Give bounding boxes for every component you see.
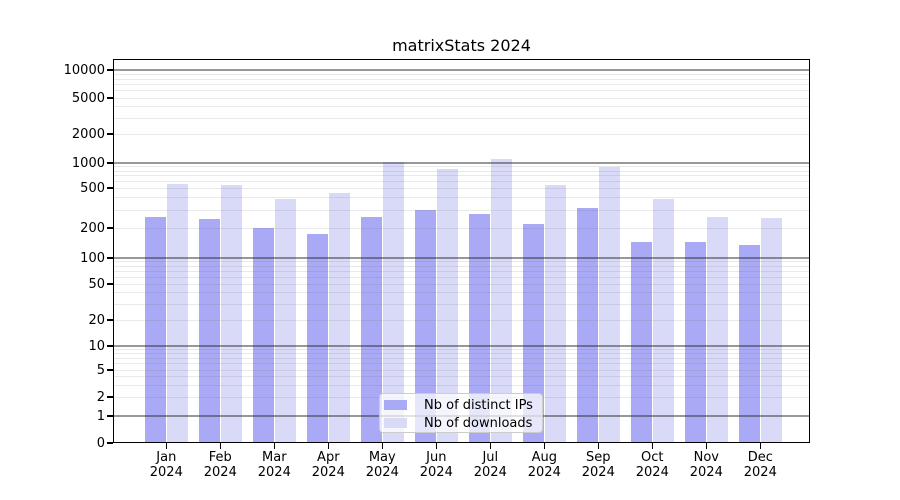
bar-downloads-jul bbox=[490, 159, 512, 443]
y-tick-0 bbox=[107, 442, 113, 444]
x-tick-apr bbox=[327, 443, 329, 449]
y-tick-label-5000: 5000 bbox=[71, 90, 105, 106]
y-tick-10000 bbox=[107, 69, 113, 71]
bar-distinct-ips-mar bbox=[252, 228, 274, 443]
x-tick-label-jan: Jan 2024 bbox=[149, 450, 183, 480]
x-tick-dec bbox=[759, 443, 761, 449]
bar-distinct-ips-nov bbox=[684, 241, 706, 443]
x-tick-sep bbox=[597, 443, 599, 449]
bar-distinct-ips-jul bbox=[468, 214, 490, 443]
x-tick-feb bbox=[219, 443, 221, 449]
x-tick-label-jul: Jul 2024 bbox=[473, 450, 507, 480]
legend-item-downloads: Nb of downloads bbox=[380, 414, 542, 432]
bar-downloads-nov bbox=[706, 216, 728, 443]
y-tick-500 bbox=[107, 187, 113, 189]
y-tick-50 bbox=[107, 283, 113, 285]
y-tick-100 bbox=[107, 257, 113, 259]
y-tick-1 bbox=[107, 415, 113, 417]
y-tick-label-2: 2 bbox=[96, 389, 105, 405]
bar-downloads-apr bbox=[328, 192, 350, 443]
y-tick-5 bbox=[107, 369, 113, 371]
y-tick-label-0: 0 bbox=[96, 435, 105, 451]
legend-label-distinct-ips: Nb of distinct IPs bbox=[424, 397, 533, 413]
x-tick-mar bbox=[273, 443, 275, 449]
y-tick-label-1000: 1000 bbox=[71, 155, 105, 171]
bar-downloads-mar bbox=[274, 199, 296, 443]
y-tick-label-50: 50 bbox=[88, 276, 105, 292]
y-tick-label-2000: 2000 bbox=[71, 126, 105, 142]
y-tick-10 bbox=[107, 345, 113, 347]
y-tick-label-20: 20 bbox=[88, 312, 105, 328]
x-tick-aug bbox=[543, 443, 545, 449]
x-tick-label-sep: Sep 2024 bbox=[581, 450, 615, 480]
legend-label-downloads: Nb of downloads bbox=[424, 415, 533, 431]
bar-downloads-jun bbox=[436, 169, 458, 443]
legend-item-distinct-ips: Nb of distinct IPs bbox=[380, 396, 542, 414]
y-tick-label-1: 1 bbox=[96, 408, 105, 424]
x-tick-label-apr: Apr 2024 bbox=[311, 450, 345, 480]
y-tick-2000 bbox=[107, 133, 113, 135]
bar-distinct-ips-oct bbox=[630, 241, 652, 443]
y-tick-label-100: 100 bbox=[80, 250, 105, 266]
x-tick-label-aug: Aug 2024 bbox=[527, 450, 561, 480]
bar-distinct-ips-aug bbox=[522, 223, 544, 443]
bar-downloads-feb bbox=[220, 184, 242, 443]
bar-downloads-may bbox=[382, 161, 404, 443]
bar-downloads-jan bbox=[166, 183, 188, 443]
bar-downloads-oct bbox=[652, 199, 674, 443]
y-tick-label-10: 10 bbox=[88, 338, 105, 354]
x-tick-label-feb: Feb 2024 bbox=[203, 450, 237, 480]
y-tick-label-10000: 10000 bbox=[63, 62, 105, 78]
legend-swatch-downloads bbox=[384, 418, 407, 428]
legend-swatch-distinct-ips bbox=[384, 400, 407, 410]
y-tick-label-200: 200 bbox=[80, 220, 105, 236]
y-tick-2 bbox=[107, 396, 113, 398]
legend: Nb of distinct IPs Nb of downloads bbox=[379, 393, 543, 433]
y-tick-label-5: 5 bbox=[96, 362, 105, 378]
bar-distinct-ips-jan bbox=[144, 216, 166, 443]
y-tick-20 bbox=[107, 319, 113, 321]
bar-distinct-ips-apr bbox=[306, 233, 328, 443]
bar-distinct-ips-feb bbox=[198, 219, 220, 443]
chart-title: matrixStats 2024 bbox=[392, 36, 531, 55]
bar-distinct-ips-may bbox=[360, 217, 382, 443]
x-tick-jun bbox=[435, 443, 437, 449]
bar-distinct-ips-jun bbox=[414, 209, 436, 443]
y-tick-200 bbox=[107, 227, 113, 229]
x-tick-label-mar: Mar 2024 bbox=[257, 450, 291, 480]
y-tick-label-500: 500 bbox=[80, 180, 105, 196]
bar-distinct-ips-sep bbox=[576, 208, 598, 443]
x-tick-jul bbox=[489, 443, 491, 449]
bar-downloads-sep bbox=[598, 167, 620, 443]
bar-downloads-aug bbox=[544, 184, 566, 443]
x-tick-label-nov: Nov 2024 bbox=[689, 450, 723, 480]
bar-downloads-dec bbox=[760, 218, 782, 443]
y-tick-1000 bbox=[107, 162, 113, 164]
x-tick-oct bbox=[651, 443, 653, 449]
x-tick-nov bbox=[705, 443, 707, 449]
bar-distinct-ips-dec bbox=[738, 245, 760, 443]
x-tick-label-oct: Oct 2024 bbox=[635, 450, 669, 480]
x-tick-label-jun: Jun 2024 bbox=[419, 450, 453, 480]
x-tick-may bbox=[381, 443, 383, 449]
x-tick-label-may: May 2024 bbox=[365, 450, 399, 480]
x-tick-label-dec: Dec 2024 bbox=[743, 450, 777, 480]
y-tick-5000 bbox=[107, 97, 113, 99]
x-tick-jan bbox=[165, 443, 167, 449]
